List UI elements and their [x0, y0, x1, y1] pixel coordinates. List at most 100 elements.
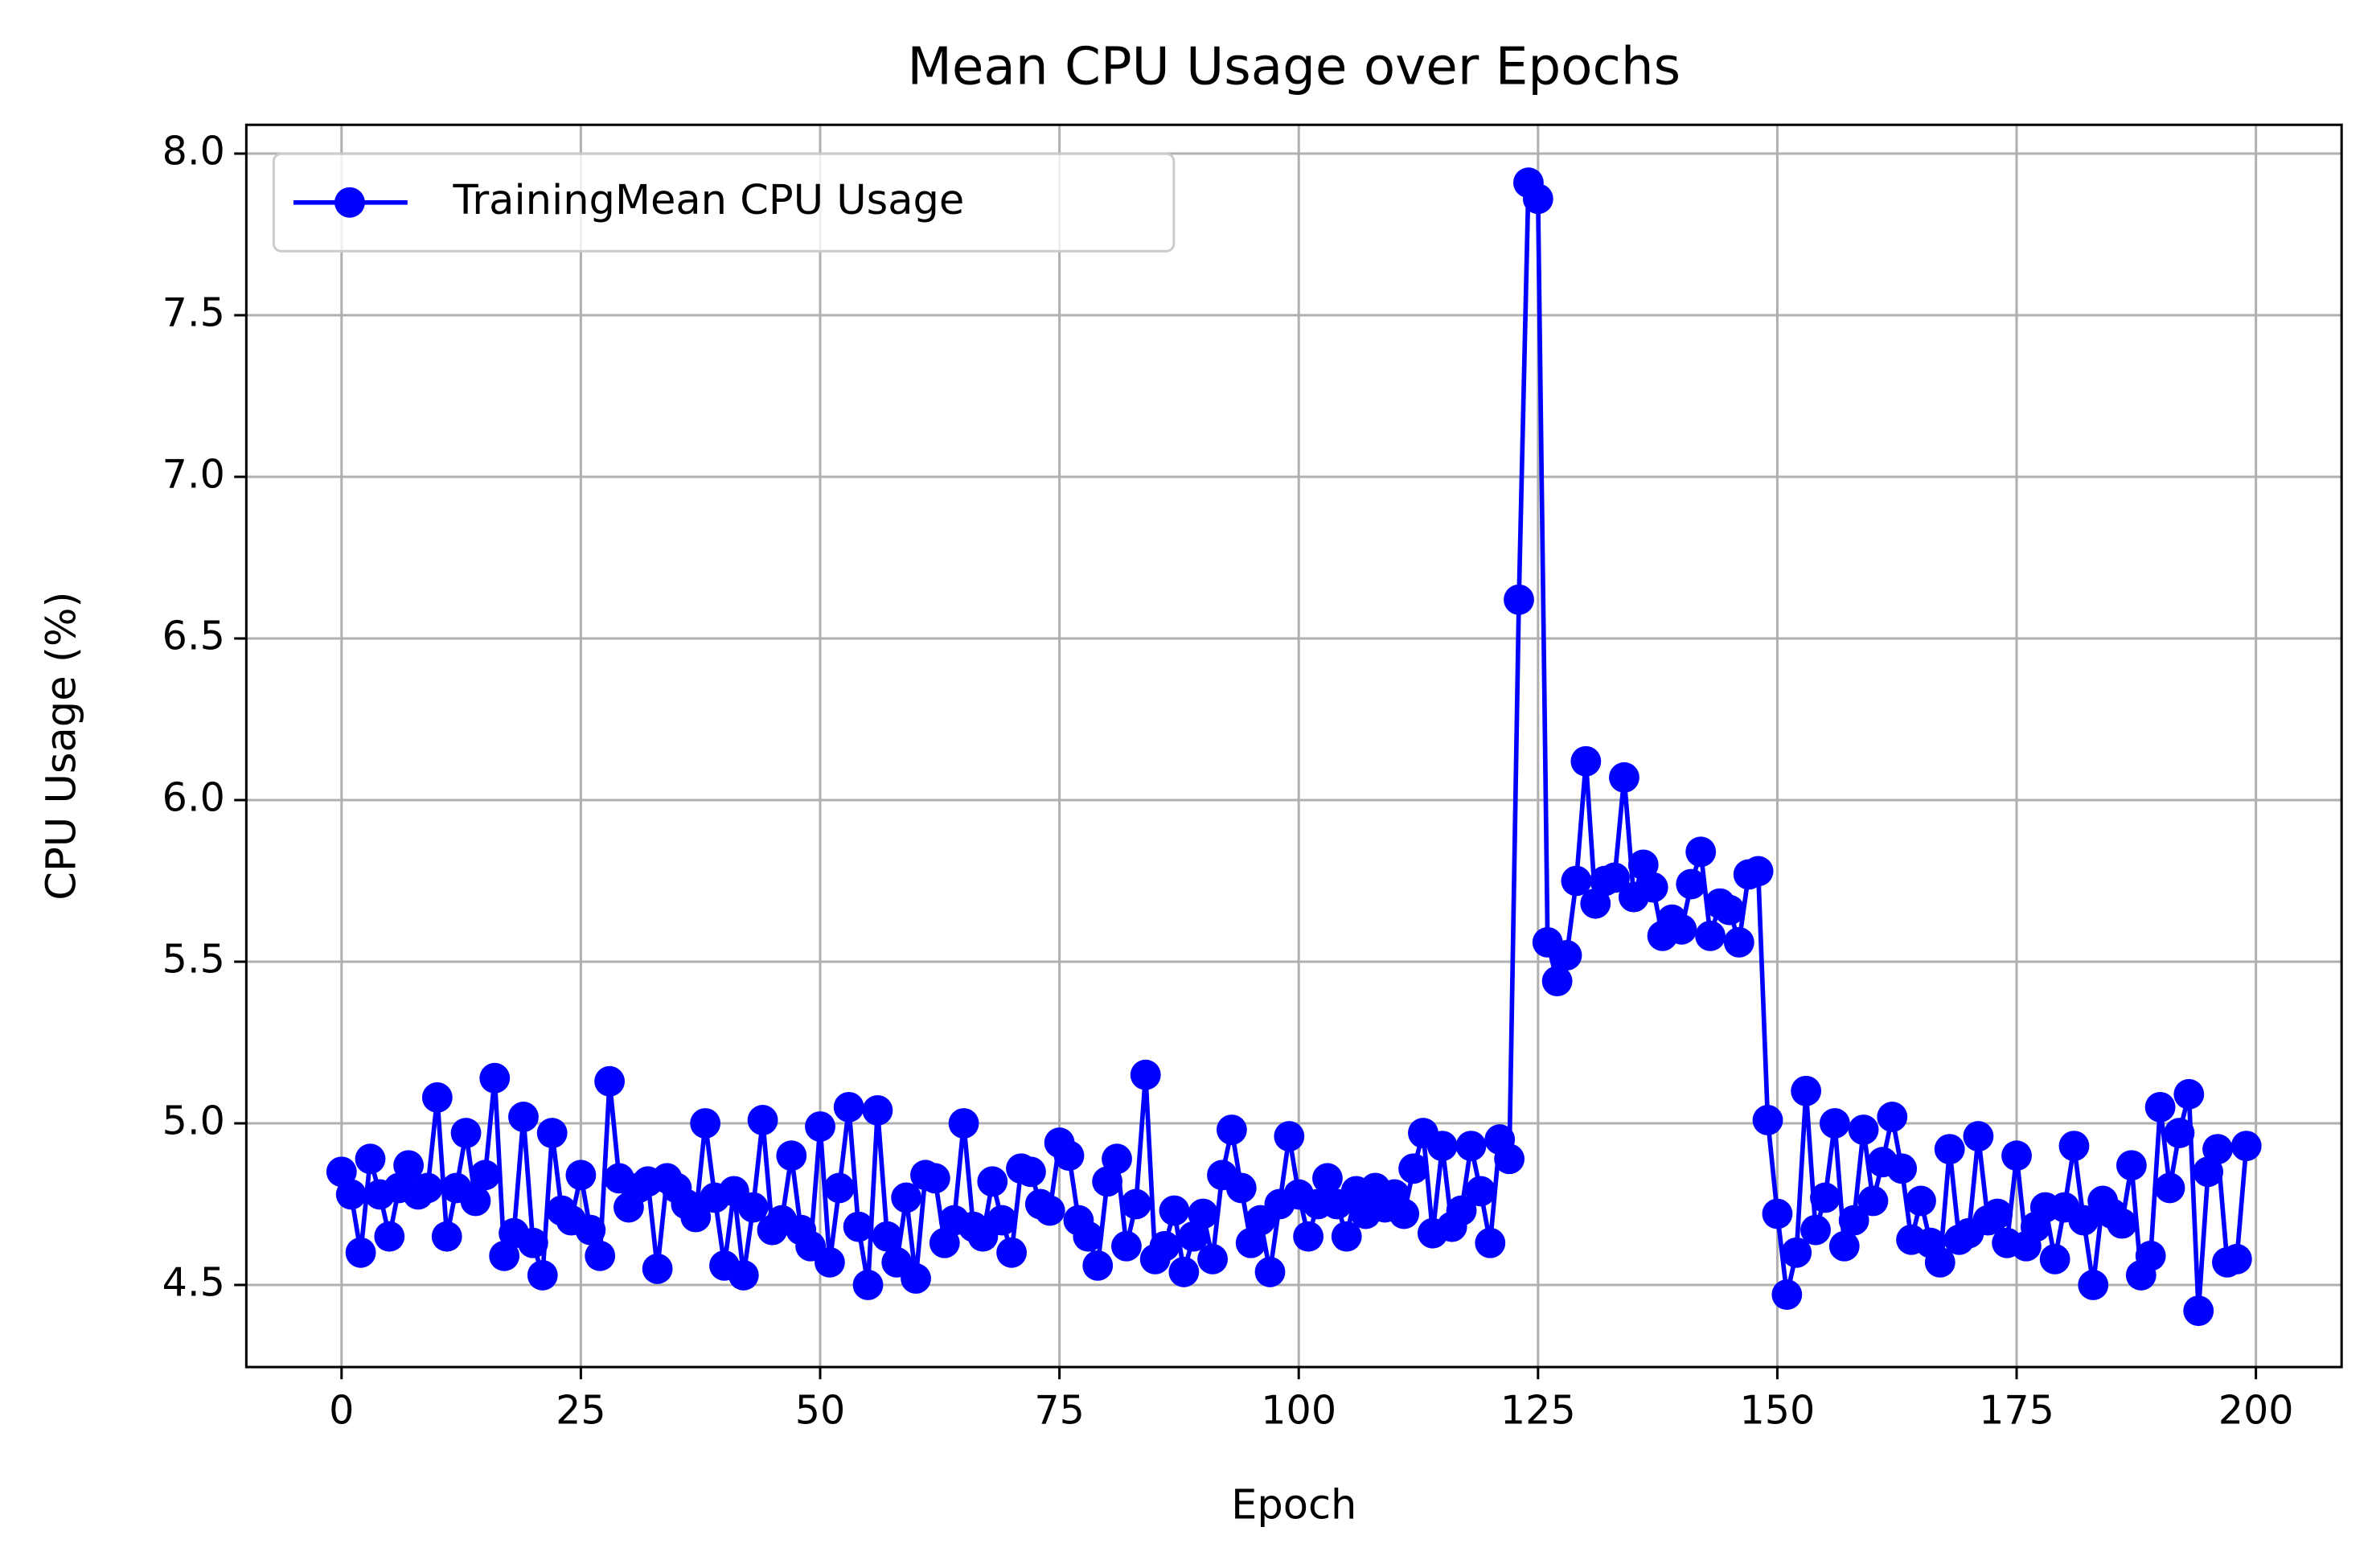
data-point	[412, 1172, 443, 1204]
data-point	[1877, 1102, 1908, 1132]
data-point	[1015, 1156, 1046, 1188]
data-point	[594, 1065, 626, 1097]
x-tick-label: 0	[329, 1386, 354, 1433]
data-point	[1685, 836, 1717, 868]
data-point	[1216, 1114, 1247, 1145]
data-point	[1886, 1153, 1918, 1184]
data-point	[1934, 1134, 1965, 1165]
data-point	[517, 1227, 548, 1258]
data-point	[747, 1105, 778, 1135]
y-tick-label: 7.0	[162, 450, 225, 497]
data-point	[2164, 1118, 2195, 1148]
data-point	[843, 1211, 874, 1242]
y-tick-label: 5.5	[162, 935, 225, 982]
data-point	[1130, 1059, 1161, 1090]
data-point	[814, 1246, 845, 1278]
data-point	[1465, 1176, 1496, 1207]
data-point	[1609, 761, 1639, 793]
x-tick-label: 75	[1034, 1386, 1085, 1433]
data-point	[1034, 1195, 1065, 1226]
data-point	[1838, 1205, 1869, 1236]
data-point	[862, 1094, 893, 1126]
data-point	[1073, 1221, 1104, 1252]
data-point	[891, 1182, 922, 1213]
data-point	[987, 1205, 1018, 1236]
data-point	[977, 1166, 1008, 1197]
data-point	[1446, 1195, 1477, 1226]
data-point	[1389, 1198, 1420, 1229]
data-point	[823, 1172, 855, 1204]
data-point	[1695, 920, 1726, 951]
data-point	[1475, 1227, 1506, 1258]
data-point	[1599, 862, 1630, 893]
y-axis-label: CPU Usage (%)	[38, 592, 85, 901]
data-point	[1791, 1075, 1822, 1106]
data-point	[1982, 1198, 2013, 1229]
data-point	[450, 1118, 482, 1148]
data-point	[1504, 584, 1534, 615]
data-point	[2135, 1240, 2166, 1271]
data-point	[1723, 926, 1754, 958]
data-point	[335, 1179, 367, 1210]
x-tick-label: 200	[2218, 1386, 2294, 1433]
y-tick-label: 7.5	[162, 289, 225, 335]
data-point	[1254, 1256, 1286, 1287]
chart-title: Mean CPU Usage over Epochs	[907, 37, 1681, 97]
data-point	[1225, 1172, 1257, 1204]
data-point	[1924, 1246, 1955, 1278]
data-point	[479, 1062, 511, 1094]
data-point	[1120, 1188, 1151, 1220]
data-point	[1676, 868, 1707, 900]
data-point	[1963, 1121, 1994, 1152]
data-point	[1082, 1250, 1114, 1281]
data-point	[1561, 865, 1592, 897]
data-point	[2230, 1131, 2262, 1162]
data-point	[355, 1143, 386, 1175]
data-point	[2154, 1172, 2185, 1204]
data-point	[1494, 1143, 1525, 1175]
data-point	[1168, 1256, 1200, 1287]
data-point	[2078, 1270, 2109, 1300]
data-point	[776, 1140, 807, 1172]
data-point	[2107, 1208, 2137, 1239]
y-tick-label: 5.0	[162, 1097, 225, 1143]
y-tick-label: 6.0	[162, 774, 225, 820]
data-point	[728, 1259, 759, 1291]
data-point	[1102, 1143, 1132, 1175]
data-point	[1053, 1140, 1085, 1172]
data-point	[2058, 1131, 2090, 1162]
data-point	[1666, 913, 1697, 945]
x-tick-label: 125	[1500, 1386, 1576, 1433]
data-point	[1752, 1105, 1783, 1135]
y-tick-label: 6.5	[162, 612, 225, 659]
data-point	[345, 1237, 376, 1268]
data-point	[2144, 1091, 2176, 1123]
data-point	[1541, 966, 1573, 997]
data-point	[690, 1108, 721, 1139]
data-point	[2202, 1134, 2233, 1165]
data-point	[1713, 894, 1745, 926]
data-point	[1570, 745, 1602, 777]
data-point	[431, 1221, 462, 1252]
data-point	[1800, 1214, 1831, 1246]
data-point	[852, 1270, 884, 1300]
data-point	[1810, 1182, 1841, 1213]
x-tick-label: 25	[556, 1386, 606, 1433]
data-point	[1771, 1279, 1803, 1310]
data-point	[2173, 1078, 2205, 1110]
data-point	[1149, 1230, 1180, 1262]
data-point	[1331, 1221, 1362, 1252]
data-point	[1111, 1230, 1142, 1262]
data-point	[470, 1160, 501, 1191]
data-point	[919, 1163, 950, 1194]
data-point	[2001, 1140, 2032, 1172]
data-point	[527, 1259, 558, 1291]
data-point	[1426, 1131, 1458, 1162]
data-point	[805, 1111, 835, 1142]
data-point	[1551, 940, 1582, 971]
data-point	[585, 1240, 616, 1271]
data-point	[2221, 1243, 2252, 1275]
x-tick-label: 100	[1261, 1386, 1336, 1433]
